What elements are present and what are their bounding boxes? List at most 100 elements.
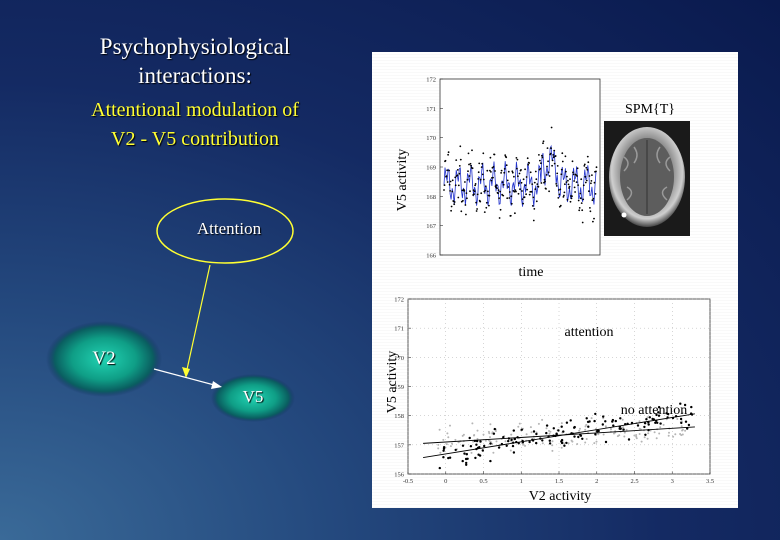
timeseries-point: [568, 185, 571, 188]
scatter-point-no-attention: [537, 422, 540, 425]
timeseries-point: [447, 151, 450, 154]
scatter-point-no-attention: [623, 431, 626, 434]
timeseries-point: [476, 208, 478, 210]
scatter-point-attention: [493, 427, 496, 431]
scatter-point-no-attention: [590, 417, 593, 420]
timeseries-point: [580, 202, 583, 205]
timeseries-point: [521, 198, 524, 201]
timeseries-point: [515, 157, 518, 159]
series-label-no-attention: no attention: [621, 403, 688, 418]
timeseries-point: [572, 173, 575, 176]
timeseries-point: [514, 212, 516, 215]
timeseries-point: [475, 201, 477, 204]
timeseries-point: [545, 188, 547, 190]
scatter-point-attention: [513, 437, 517, 441]
timeseries-point: [497, 189, 500, 192]
timeseries-point: [526, 157, 529, 160]
v2-v5-arrowhead: [211, 381, 222, 389]
timeseries-point: [567, 179, 569, 182]
scatter-point-attention: [683, 403, 687, 407]
timeseries-point: [550, 126, 553, 129]
timeseries-point: [492, 166, 495, 168]
timeseries-point: [568, 187, 570, 189]
scatter-point-no-attention: [541, 418, 544, 421]
timeseries-point: [468, 175, 471, 177]
figure-svg: 166 167 168 169 170 171 172 V5 activity time: [385, 77, 714, 505]
scatter-point-no-attention: [510, 433, 513, 436]
scatter-point-attention: [465, 453, 468, 456]
timeseries-point: [518, 182, 520, 185]
scatter-point-no-attention: [476, 429, 479, 432]
timeseries-point: [522, 202, 524, 205]
scatter-point-no-attention: [635, 434, 638, 436]
timeseries-point: [585, 179, 588, 182]
scatter-point-no-attention: [471, 422, 474, 425]
slide-subtitle: Attentional modulation of V2 - V5 contri…: [40, 96, 350, 154]
scatter-point-attention: [474, 456, 477, 460]
scatter-x-tick-label: 3: [671, 478, 674, 485]
scatter-point-no-attention: [662, 423, 665, 426]
scatter-point-no-attention: [653, 431, 656, 434]
scatter-point-attention: [665, 412, 668, 415]
timeseries-point: [548, 190, 550, 193]
scatter-point-attention: [528, 440, 531, 444]
timeseries-point: [450, 205, 453, 208]
scatter-y-tick-label: 158: [394, 413, 404, 420]
timeseries-point: [482, 178, 485, 181]
scatter-point-attention: [655, 413, 658, 417]
scatter-x-tick-label: 3.5: [706, 478, 714, 485]
scatter-point-no-attention: [487, 430, 490, 433]
scatter-point-no-attention: [610, 428, 612, 431]
timeseries-point: [561, 152, 564, 155]
scatter-point-attention: [585, 417, 588, 420]
timeseries-point: [446, 169, 448, 172]
timeseries-point: [517, 192, 520, 195]
timeseries-point: [560, 168, 563, 171]
scatter-point-attention: [463, 452, 466, 455]
timeseries-point: [466, 178, 469, 181]
scatter-x-tick-label: -0.5: [403, 478, 413, 485]
scatter-point-attention: [565, 441, 568, 445]
timeseries-point: [460, 210, 463, 213]
timeseries-point: [573, 180, 575, 182]
timeseries-point: [459, 158, 462, 161]
timeseries-point: [564, 183, 566, 186]
timeseries-point: [467, 170, 469, 173]
timeseries-point: [584, 181, 587, 184]
timeseries-point: [509, 214, 512, 217]
scatter-point-attention: [586, 420, 590, 424]
scatter-point-no-attention: [593, 442, 596, 445]
timeseries-point: [505, 164, 508, 167]
timeseries-point: [484, 189, 487, 192]
timeseries-point: [583, 165, 586, 167]
timeseries-point: [564, 155, 567, 158]
timeseries-point: [501, 181, 504, 184]
timeseries-point: [488, 204, 490, 207]
scatter-point-no-attention: [584, 428, 587, 431]
scatter-point-no-attention: [489, 423, 492, 426]
timeseries-point: [576, 167, 579, 170]
scatter-point-no-attention: [560, 422, 563, 425]
scatter-point-no-attention: [638, 427, 641, 430]
scatter-point-no-attention: [570, 439, 573, 442]
timeseries-point: [504, 154, 507, 156]
timeseries-point: [456, 174, 459, 177]
scatter-point-no-attention: [522, 443, 525, 446]
timeseries-point: [499, 190, 501, 193]
timeseries-point: [510, 195, 513, 198]
timeseries-point: [445, 175, 448, 178]
timeseries-point: [476, 193, 479, 196]
timeseries-y-tick-label: 167: [426, 223, 437, 230]
scatter-point-attention: [505, 444, 508, 447]
timeseries-point: [551, 164, 553, 167]
timeseries-point: [507, 186, 510, 188]
timeseries-point: [525, 193, 527, 196]
timeseries-point: [506, 197, 509, 200]
timeseries-point: [569, 178, 571, 180]
scatter-point-no-attention: [602, 433, 605, 436]
scatter-point-no-attention: [560, 446, 563, 449]
timeseries-point: [480, 166, 483, 168]
scatter-point-attention: [604, 420, 607, 423]
scatter-point-attention: [577, 435, 580, 439]
timeseries-point: [566, 175, 568, 178]
